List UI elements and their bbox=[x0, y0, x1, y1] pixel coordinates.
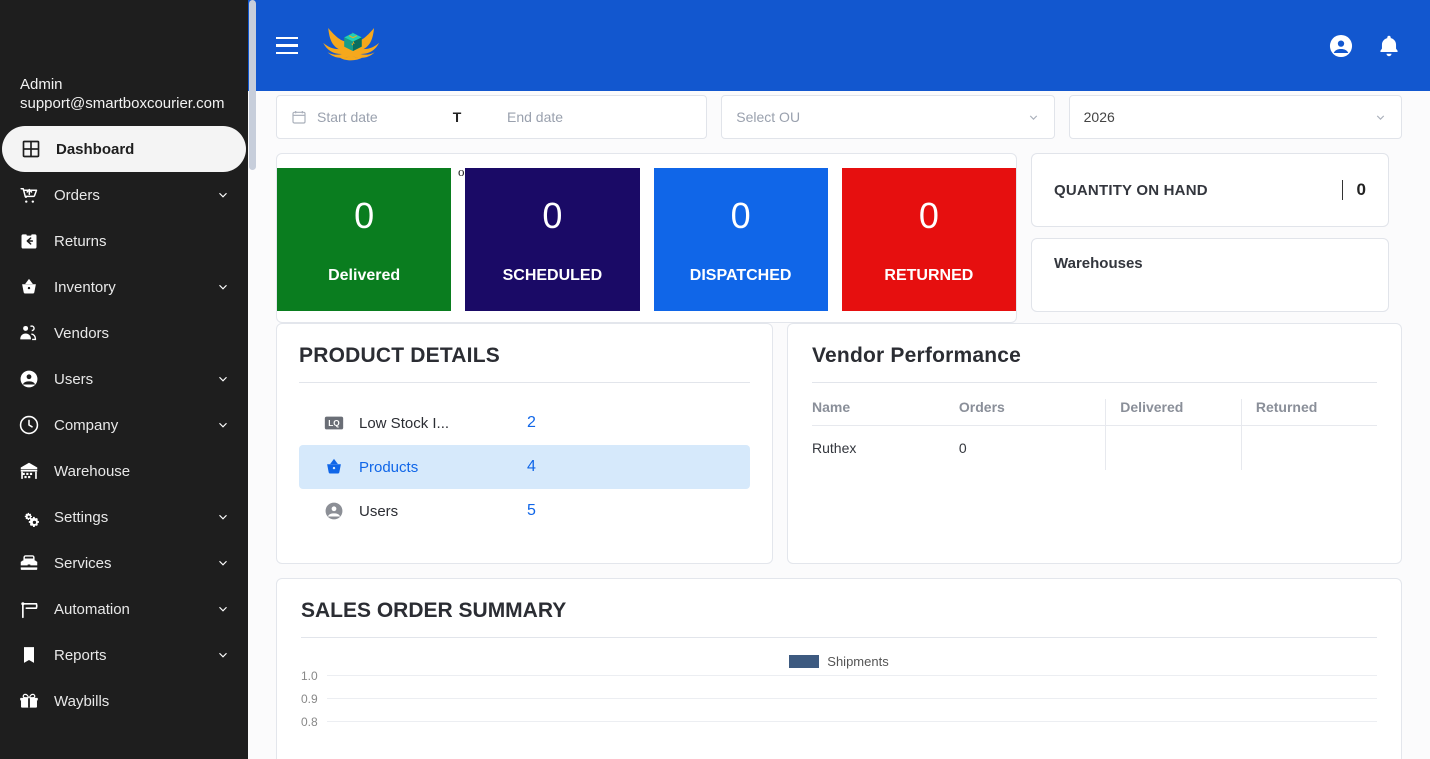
svg-text:LQ: LQ bbox=[328, 419, 340, 428]
